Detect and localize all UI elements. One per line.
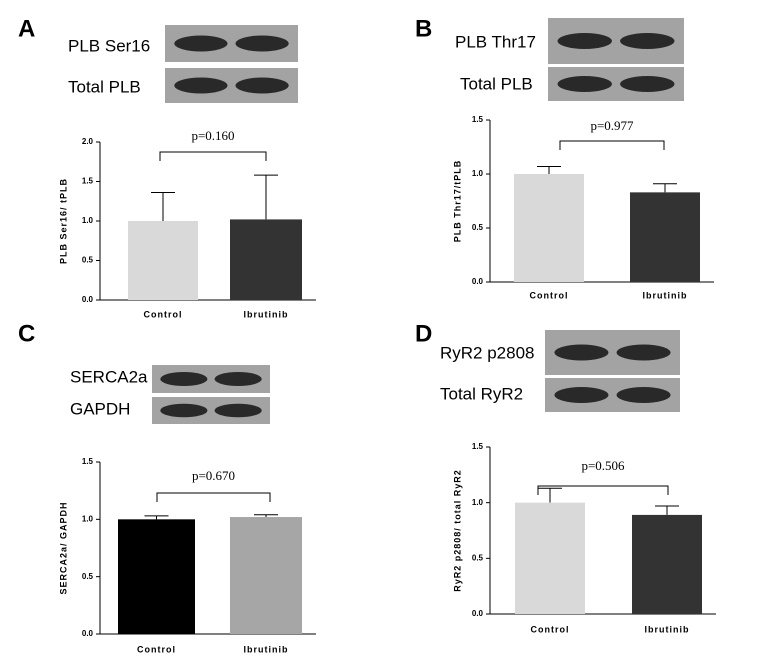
panel: C SERCA2a GAPDH 0.0 0.5 1.0 1.5 SERCA2a/ GAPDH C… xyxy=(18,320,316,654)
y-tick-label: 1.0 xyxy=(472,498,484,507)
x-tick-label: Ibrutinib xyxy=(643,290,688,300)
blot-label: Total RyR2 xyxy=(440,384,523,403)
x-tick-label: Ibrutinib xyxy=(244,644,289,654)
y-tick-label: 1.5 xyxy=(82,177,94,186)
y-tick-label: 0.5 xyxy=(82,256,94,265)
significance-bracket xyxy=(159,151,267,161)
blot-band xyxy=(214,403,262,418)
bar xyxy=(118,519,195,634)
bar xyxy=(230,219,302,300)
panel-letter: B xyxy=(415,15,432,42)
blot-label: Total PLB xyxy=(68,77,141,96)
bar xyxy=(630,192,700,282)
x-tick-label: Control xyxy=(137,644,176,654)
panel: B PLB Thr17 Total PLB 0.0 0.5 1.0 1.5 PLB Thr17… xyxy=(415,15,714,300)
y-axis-label: RyR2 p2808/ total RyR2 xyxy=(452,469,462,592)
blot-band xyxy=(554,344,609,361)
y-tick-label: 1.5 xyxy=(472,442,484,451)
p-value: p=0.977 xyxy=(590,118,634,133)
blot-band xyxy=(214,372,262,386)
blot-band xyxy=(616,387,671,403)
p-value: p=0.160 xyxy=(191,128,234,143)
panel: D RyR2 p2808 Total RyR2 0.0 0.5 1.0 1.5 RyR2 p2… xyxy=(415,320,716,634)
blot-label: PLB Thr17 xyxy=(455,32,536,51)
panel-letter: D xyxy=(415,320,432,347)
bar xyxy=(632,514,702,614)
y-axis-label: PLB Thr17/tPLB xyxy=(452,160,462,243)
bar xyxy=(514,174,584,282)
y-tick-label: 1.0 xyxy=(82,514,94,523)
y-tick-label: 0.0 xyxy=(82,629,94,638)
y-tick-label: 1.5 xyxy=(82,457,94,466)
blot-band xyxy=(174,35,228,52)
blot-band xyxy=(620,76,675,92)
blot-label: GAPDH xyxy=(70,399,130,418)
p-value: p=0.506 xyxy=(581,458,625,473)
y-tick-label: 0.0 xyxy=(82,295,94,304)
blot-label: Total PLB xyxy=(460,74,533,93)
blot-band xyxy=(557,76,612,92)
y-tick-label: 0.0 xyxy=(472,277,484,286)
blot-label: PLB Ser16 xyxy=(68,36,150,55)
y-tick-label: 2.0 xyxy=(82,137,94,146)
x-tick-label: Ibrutinib xyxy=(645,624,690,634)
y-tick-label: 1.5 xyxy=(472,115,484,124)
significance-bracket xyxy=(156,492,271,502)
blot-band xyxy=(616,344,671,361)
panel-letter: C xyxy=(18,320,35,347)
y-tick-label: 1.0 xyxy=(472,169,484,178)
y-axis-label: SERCA2a/ GAPDH xyxy=(58,501,68,594)
blot-band xyxy=(160,372,208,386)
blot-band xyxy=(620,33,675,49)
y-tick-label: 0.0 xyxy=(472,609,484,618)
significance-bracket xyxy=(537,485,669,495)
bar xyxy=(128,221,198,300)
y-tick-label: 0.5 xyxy=(472,223,484,232)
y-axis-label: PLB Ser16/ tPLB xyxy=(58,178,68,264)
significance-bracket xyxy=(559,140,665,150)
panel: A PLB Ser16 Total PLB 0.0 0.5 1.0 1.5 2.0 PLB Se… xyxy=(18,15,316,319)
x-tick-label: Control xyxy=(530,290,569,300)
blot-band xyxy=(554,387,609,403)
y-tick-label: 1.0 xyxy=(82,216,94,225)
blot-band xyxy=(174,77,228,94)
x-tick-label: Control xyxy=(144,309,183,319)
bar xyxy=(515,502,585,614)
x-tick-label: Ibrutinib xyxy=(244,309,289,319)
blot-band xyxy=(235,77,289,94)
y-tick-label: 0.5 xyxy=(82,572,94,581)
blot-band xyxy=(160,403,208,418)
y-tick-label: 0.5 xyxy=(472,553,484,562)
blot-band xyxy=(557,33,612,49)
p-value: p=0.670 xyxy=(192,468,235,483)
blot-label: RyR2 p2808 xyxy=(440,343,535,362)
panel-letter: A xyxy=(18,15,35,42)
x-tick-label: Control xyxy=(531,624,570,634)
bar xyxy=(230,517,302,634)
blot-label: SERCA2a xyxy=(70,367,148,386)
blot-band xyxy=(235,35,289,52)
